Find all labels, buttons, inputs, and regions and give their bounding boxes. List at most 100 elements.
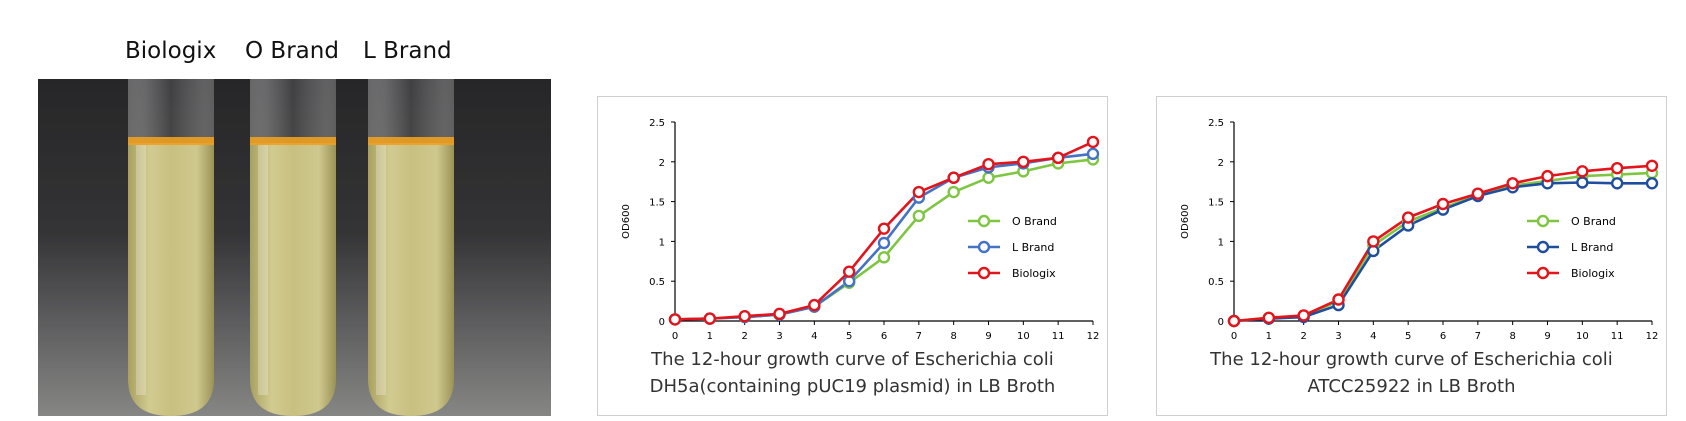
- growth-chart-atcc25922: 0 0.5 1 1.5 2 2.5 0 1 2 3 4 5 6 7 8 9 10 11 12 OD600 O Brand…: [1156, 96, 1667, 416]
- x-tick-label: 0: [1231, 331, 1237, 342]
- legend-marker: [1536, 240, 1550, 254]
- x-tick-label: 7: [916, 331, 922, 342]
- x-tick-label: 1: [707, 331, 713, 342]
- x-tick-label: 4: [1370, 331, 1376, 342]
- legend-marker: [977, 240, 991, 254]
- legend-label: Biologix: [1012, 267, 1056, 280]
- data-point-biologix: [1401, 211, 1415, 224]
- x-tick-label: 8: [950, 331, 956, 342]
- x-tick-label: 7: [1475, 331, 1481, 342]
- x-tick-label: 8: [1509, 331, 1515, 342]
- y-axis-title: OD600: [621, 204, 632, 239]
- test-tube-photo: [38, 79, 551, 416]
- y-axis-title: OD600: [1180, 204, 1191, 239]
- data-point-o-brand: [877, 251, 891, 264]
- y-tick-label: 0.5: [649, 277, 665, 288]
- y-tick-label: 0: [659, 317, 665, 328]
- data-point-biologix: [1332, 293, 1345, 306]
- data-point-biologix: [1541, 169, 1554, 183]
- x-tick-label: 0: [672, 331, 678, 342]
- legend-label: L Brand: [1571, 241, 1613, 254]
- x-tick-label: 12: [1087, 331, 1100, 342]
- series-line-l-brand: [674, 152, 1094, 321]
- data-point-biologix: [808, 298, 821, 312]
- legend-label: O Brand: [1012, 215, 1057, 228]
- y-tick-label: 1: [659, 237, 665, 248]
- x-tick-label: 6: [881, 331, 887, 342]
- x-tick-label: 10: [1576, 331, 1589, 342]
- data-point-biologix: [877, 222, 891, 235]
- data-point-biologix: [1227, 314, 1241, 328]
- tube-label-biologix: Biologix: [125, 38, 217, 64]
- tube-l-brand: [368, 79, 454, 416]
- growth-chart-dh5a: 0 0.5 1 1.5 2 2.5 0 1 2 3 4 5 6 7 8 9 10 11 12 OD600 O Brand…: [597, 96, 1108, 416]
- data-point-biologix: [1262, 311, 1276, 325]
- legend-marker: [1536, 214, 1550, 228]
- data-point-o-brand: [982, 171, 995, 184]
- data-point-biologix: [1576, 165, 1589, 178]
- data-point-biologix: [842, 265, 856, 278]
- data-point-biologix: [1051, 151, 1065, 165]
- y-tick-label: 2.5: [649, 118, 665, 129]
- data-point-biologix: [912, 185, 926, 199]
- chart-caption-line-1: The 12-hour growth curve of Escherichia …: [1210, 349, 1613, 370]
- data-point-biologix: [1645, 159, 1659, 172]
- data-point-biologix: [773, 307, 786, 321]
- x-tick-label: 6: [1440, 331, 1446, 342]
- data-point-o-brand: [912, 209, 926, 223]
- x-tick-label: 3: [1335, 331, 1341, 342]
- x-tick-label: 5: [1405, 331, 1411, 342]
- data-point-biologix: [1297, 309, 1310, 322]
- data-point-biologix: [1086, 135, 1100, 149]
- legend-marker: [977, 266, 991, 280]
- x-tick-label: 2: [741, 331, 747, 342]
- tube-o-brand: [250, 79, 336, 416]
- data-point-biologix: [1436, 197, 1450, 211]
- x-tick-label: 2: [1300, 331, 1306, 342]
- data-point-biologix: [1506, 177, 1519, 190]
- chart-caption-line-1: The 12-hour growth curve of Escherichia …: [651, 349, 1054, 370]
- tube-biologix: [128, 79, 214, 416]
- data-point-biologix: [668, 313, 682, 326]
- x-tick-label: 10: [1017, 331, 1030, 342]
- data-point-l-brand: [1610, 177, 1624, 190]
- x-tick-label: 4: [811, 331, 817, 342]
- data-point-biologix: [703, 312, 717, 325]
- x-tick-label: 9: [985, 331, 991, 342]
- y-tick-label: 2: [1218, 158, 1224, 169]
- y-tick-label: 2: [659, 158, 665, 169]
- data-point-biologix: [947, 171, 960, 184]
- data-point-l-brand: [877, 236, 891, 250]
- tube-label-o-brand: O Brand: [245, 38, 339, 64]
- y-tick-label: 1: [1218, 237, 1224, 248]
- x-tick-label: 11: [1052, 331, 1065, 342]
- x-tick-label: 5: [846, 331, 852, 342]
- legend-marker: [1536, 266, 1550, 280]
- legend-label: O Brand: [1571, 215, 1616, 228]
- data-point-biologix: [1017, 155, 1030, 169]
- y-tick-label: 2.5: [1208, 118, 1224, 129]
- data-point-l-brand: [1645, 177, 1659, 190]
- data-point-biologix: [1610, 161, 1624, 175]
- x-tick-label: 11: [1611, 331, 1624, 342]
- x-tick-label: 9: [1544, 331, 1550, 342]
- chart-caption-line-2: ATCC25922 in LB Broth: [1307, 376, 1516, 397]
- data-point-o-brand: [947, 185, 960, 199]
- x-tick-label: 12: [1646, 331, 1659, 342]
- y-tick-label: 0.5: [1208, 277, 1224, 288]
- data-point-l-brand: [1086, 147, 1100, 161]
- x-tick-label: 3: [776, 331, 782, 342]
- chart-caption-line-2: DH5a(containing pUC19 plasmid) in LB Bro…: [649, 376, 1056, 397]
- x-tick-label: 1: [1266, 331, 1272, 342]
- tube-label-row: Biologix O Brand L Brand: [40, 38, 550, 72]
- chart-caption-dh5a: The 12-hour growth curve of Escherichia …: [598, 346, 1107, 400]
- y-tick-label: 1.5: [1208, 198, 1224, 209]
- data-point-l-brand: [1576, 176, 1589, 189]
- data-point-biologix: [1471, 187, 1485, 200]
- legend-label: L Brand: [1012, 241, 1054, 254]
- data-point-biologix: [1367, 235, 1380, 248]
- legend-marker: [977, 214, 991, 228]
- tube-label-l-brand: L Brand: [363, 38, 452, 64]
